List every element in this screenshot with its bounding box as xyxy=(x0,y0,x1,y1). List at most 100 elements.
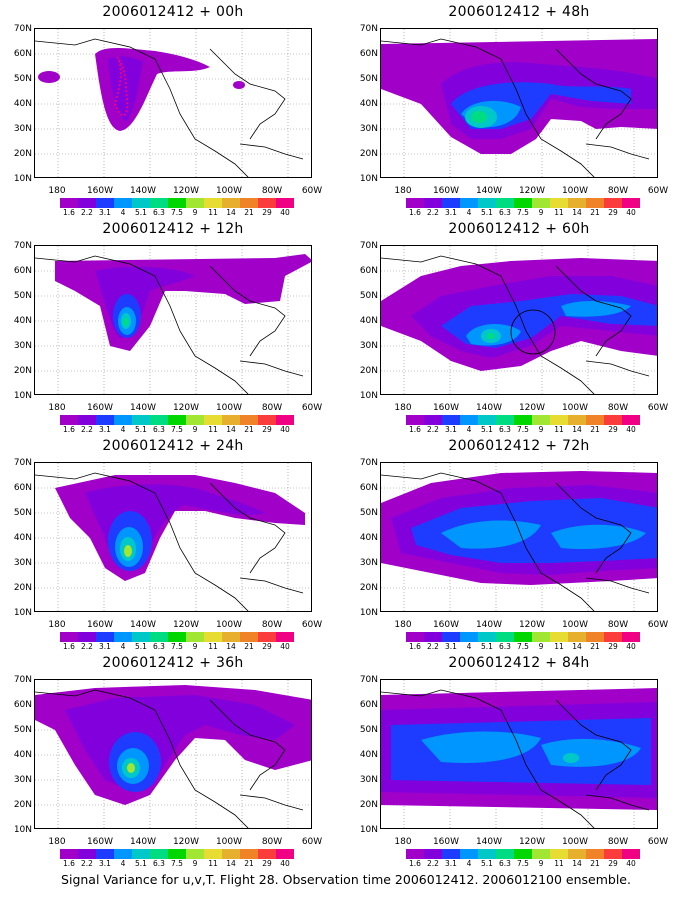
figure-caption: Signal Variance for u,v,T. Flight 28. Ob… xyxy=(61,872,631,887)
colorbar-label: 29 xyxy=(608,859,618,868)
colorbar-cell xyxy=(276,849,294,859)
lon-label: 80W xyxy=(607,837,629,847)
lat-label: 70N xyxy=(13,24,32,34)
colorbar-cell xyxy=(168,849,186,859)
colorbar-label: 5.1 xyxy=(135,859,147,868)
colorbar-cell xyxy=(132,849,150,859)
colorbar-label: 11 xyxy=(554,208,564,217)
colorbar-label: 2.2 xyxy=(427,859,439,868)
colorbar-label: 14 xyxy=(572,425,582,434)
colorbar-cell xyxy=(96,632,114,642)
lon-label: 180 xyxy=(48,403,66,413)
colorbar-label: 5.1 xyxy=(135,642,147,651)
colorbar-label: 14 xyxy=(226,208,236,217)
colorbar-label: 4 xyxy=(120,642,126,651)
colorbar-cell xyxy=(132,198,150,208)
colorbar-cell xyxy=(604,198,622,208)
colorbar-label: 7.5 xyxy=(517,208,529,217)
colorbar-label: 4 xyxy=(120,425,126,434)
colorbar-cell xyxy=(276,198,294,208)
map-panel-48h: 2006012412 + 48h 70N 60N 50N 40N 30N 20N… xyxy=(346,0,692,217)
lat-label: 50N xyxy=(359,74,378,84)
colorbar-label: 4 xyxy=(120,208,126,217)
map-panel-72h: 2006012412 + 72h 70N 60N 50N 40N 30N 20N… xyxy=(346,434,692,651)
colorbar-cell xyxy=(442,198,460,208)
lon-label: 120W xyxy=(518,186,546,196)
lat-label: 40N xyxy=(13,316,32,326)
lon-label: 60W xyxy=(647,837,669,847)
lon-label: 140W xyxy=(475,186,503,196)
lon-label: 120W xyxy=(518,620,546,630)
colorbar-label: 3.1 xyxy=(445,208,457,217)
colorbar-label: 6.3 xyxy=(153,859,165,868)
colorbar-label: 2.2 xyxy=(81,859,93,868)
colorbar-label: 2.2 xyxy=(81,208,93,217)
lat-label: 60N xyxy=(13,700,32,710)
colorbar-cell xyxy=(478,198,496,208)
colorbar-cell xyxy=(78,632,96,642)
lat-label: 40N xyxy=(359,316,378,326)
colorbar-label: 9 xyxy=(192,642,198,651)
lon-label: 60W xyxy=(647,403,669,413)
lat-label: 30N xyxy=(13,341,32,351)
colorbar-label: 5.1 xyxy=(481,859,493,868)
lon-label: 140W xyxy=(129,403,157,413)
colorbar-label: 29 xyxy=(262,642,272,651)
colorbar-label: 9 xyxy=(538,642,544,651)
lat-label: 50N xyxy=(359,725,378,735)
colorbar-label: 29 xyxy=(608,208,618,217)
colorbar-label: 6.3 xyxy=(499,642,511,651)
lon-label: 160W xyxy=(86,620,114,630)
lon-label: 180 xyxy=(394,186,412,196)
colorbar-cell xyxy=(514,198,532,208)
colorbar-cell xyxy=(186,198,204,208)
panel-title: 2006012412 + 36h xyxy=(102,655,244,671)
colorbar-label: 9 xyxy=(192,425,198,434)
colorbar-cell xyxy=(222,415,240,425)
colorbar-label: 4 xyxy=(466,642,472,651)
colorbar-cell xyxy=(114,632,132,642)
lat-label: 20N xyxy=(359,800,378,810)
colorbar-cell xyxy=(204,415,222,425)
colorbar-label: 7.5 xyxy=(517,425,529,434)
colorbar-cell xyxy=(568,632,586,642)
colorbar-label: 40 xyxy=(626,425,636,434)
colorbar-cell xyxy=(442,849,460,859)
lon-label: 160W xyxy=(86,403,114,413)
lat-label: 30N xyxy=(13,558,32,568)
colorbar-label: 11 xyxy=(554,642,564,651)
colorbar-label: 40 xyxy=(626,208,636,217)
colorbar-label: 14 xyxy=(226,859,236,868)
lon-label: 140W xyxy=(475,403,503,413)
colorbar-label: 6.3 xyxy=(153,208,165,217)
map-panel-12h: 2006012412 + 12h 70N 60N 50N 40N 30N 20N… xyxy=(0,217,346,434)
lat-label: 40N xyxy=(359,533,378,543)
colorbar-label: 40 xyxy=(626,642,636,651)
colorbar-cell xyxy=(514,849,532,859)
lat-label: 70N xyxy=(13,458,32,468)
colorbar-label: 40 xyxy=(280,208,290,217)
map-plot xyxy=(380,679,658,829)
colorbar-label: 21 xyxy=(244,859,254,868)
colorbar-label: 14 xyxy=(572,208,582,217)
colorbar-label: 9 xyxy=(538,425,544,434)
colorbar-cell xyxy=(96,198,114,208)
colorbar-label: 6.3 xyxy=(499,425,511,434)
lat-label: 10N xyxy=(13,391,32,401)
colorbar-cell xyxy=(442,415,460,425)
colorbar-label: 21 xyxy=(244,425,254,434)
colorbar-cell xyxy=(604,632,622,642)
colorbar-label: 9 xyxy=(538,208,544,217)
lat-label: 40N xyxy=(359,99,378,109)
map-plot xyxy=(380,462,658,612)
colorbar xyxy=(406,415,640,425)
colorbar-cell xyxy=(550,198,568,208)
colorbar-cell xyxy=(222,198,240,208)
colorbar-label: 14 xyxy=(226,425,236,434)
colorbar-label: 21 xyxy=(244,642,254,651)
colorbar-label: 5.1 xyxy=(135,425,147,434)
colorbar-label: 11 xyxy=(554,859,564,868)
lon-label: 100W xyxy=(561,837,589,847)
panel-title: 2006012412 + 24h xyxy=(102,438,244,454)
colorbar-cell xyxy=(276,415,294,425)
